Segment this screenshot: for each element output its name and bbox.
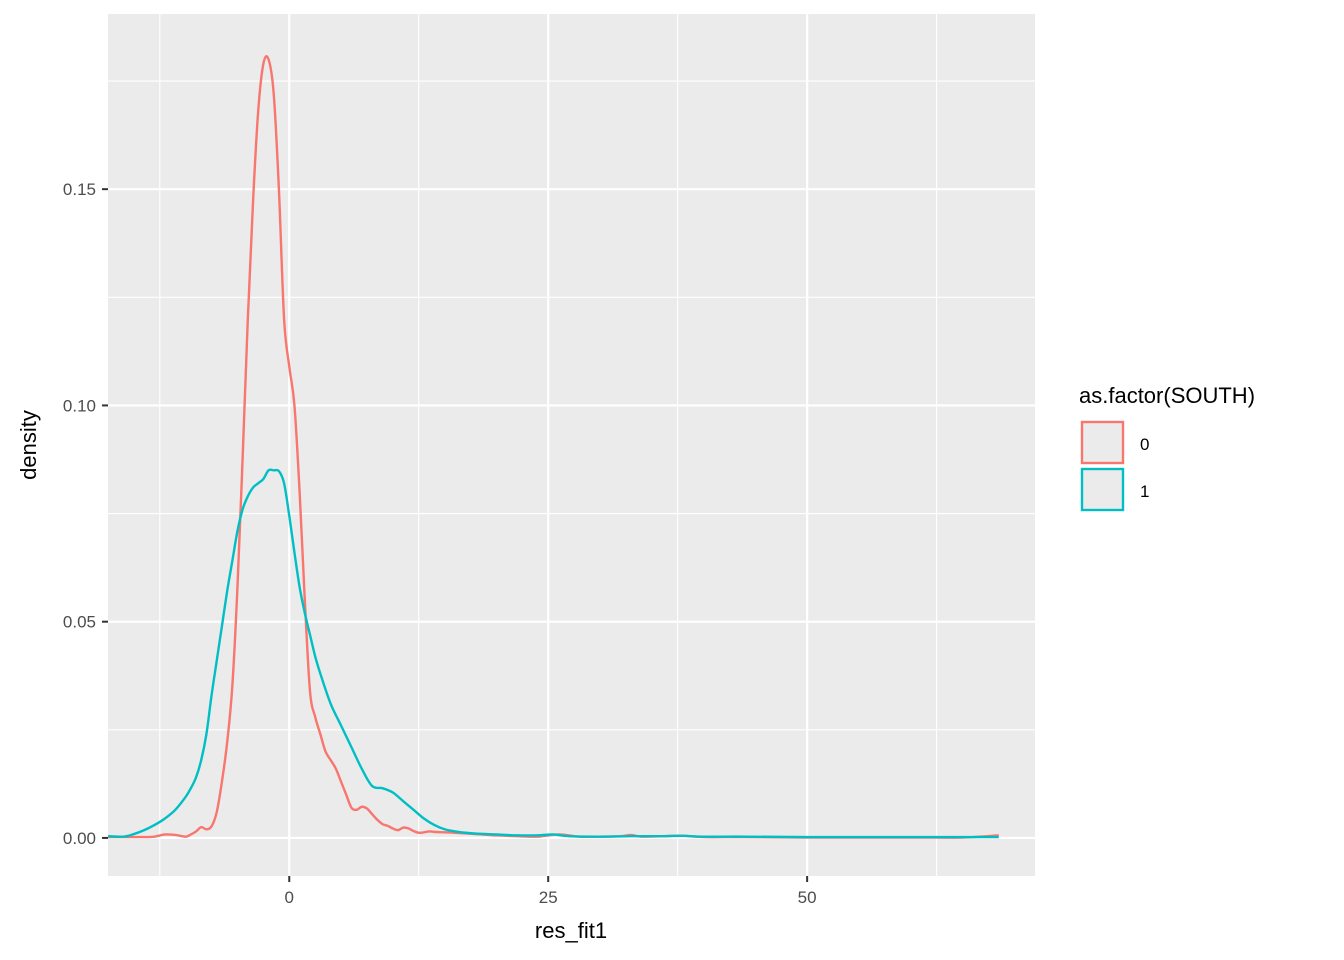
legend: as.factor(SOUTH) 01 <box>1079 383 1255 512</box>
grid-major <box>108 14 1035 876</box>
tick-labels: 0 25 50 0.00 0.05 0.10 0.15 <box>63 180 817 907</box>
x-tick-label: 25 <box>539 888 558 907</box>
legend-key-0 <box>1080 420 1125 465</box>
y-tick-label: 0.15 <box>63 180 96 199</box>
legend-key-bg <box>1081 468 1124 511</box>
legend-key-bg <box>1081 421 1124 464</box>
legend-key-1 <box>1080 467 1125 512</box>
y-tick-label: 0.00 <box>63 829 96 848</box>
x-tick-label: 0 <box>285 888 294 907</box>
axis-ticks <box>102 188 809 882</box>
legend-label-1: 1 <box>1140 482 1149 501</box>
legend-items: 01 <box>1080 420 1149 512</box>
y-tick-label: 0.10 <box>63 396 96 415</box>
x-axis-title: res_fit1 <box>535 918 607 943</box>
density-line-series-1 <box>107 468 999 839</box>
legend-label-0: 0 <box>1140 435 1149 454</box>
x-tick-label: 50 <box>798 888 817 907</box>
y-axis-title: density <box>16 410 41 480</box>
series-layer <box>107 55 999 839</box>
y-tick-label: 0.05 <box>63 613 96 632</box>
plot-panel <box>108 14 1035 876</box>
legend-title: as.factor(SOUTH) <box>1079 383 1255 408</box>
grid-minor <box>108 14 1035 876</box>
